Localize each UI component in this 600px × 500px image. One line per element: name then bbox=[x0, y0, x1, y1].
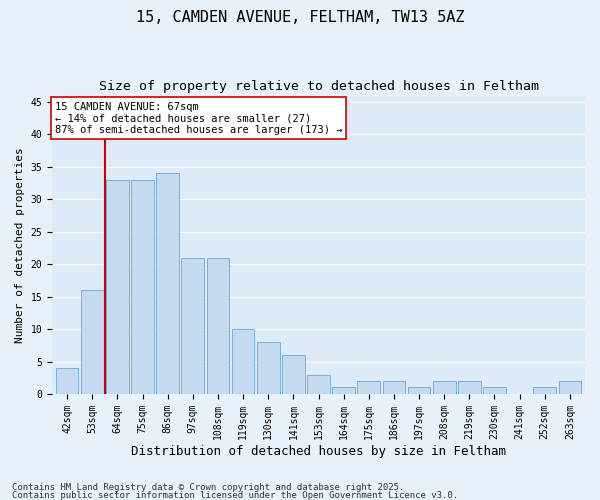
Text: Contains public sector information licensed under the Open Government Licence v3: Contains public sector information licen… bbox=[12, 490, 458, 500]
Bar bbox=[458, 381, 481, 394]
Bar bbox=[206, 258, 229, 394]
Bar bbox=[257, 342, 280, 394]
Bar bbox=[332, 388, 355, 394]
Bar bbox=[307, 374, 330, 394]
Bar bbox=[408, 388, 430, 394]
Bar bbox=[181, 258, 204, 394]
Bar bbox=[483, 388, 506, 394]
Bar bbox=[559, 381, 581, 394]
Bar bbox=[383, 381, 405, 394]
Bar bbox=[131, 180, 154, 394]
Y-axis label: Number of detached properties: Number of detached properties bbox=[15, 147, 25, 342]
Bar bbox=[106, 180, 129, 394]
Title: Size of property relative to detached houses in Feltham: Size of property relative to detached ho… bbox=[98, 80, 539, 93]
Bar bbox=[81, 290, 104, 394]
Bar bbox=[157, 174, 179, 394]
Text: Contains HM Land Registry data © Crown copyright and database right 2025.: Contains HM Land Registry data © Crown c… bbox=[12, 484, 404, 492]
Bar bbox=[232, 329, 254, 394]
Text: 15 CAMDEN AVENUE: 67sqm
← 14% of detached houses are smaller (27)
87% of semi-de: 15 CAMDEN AVENUE: 67sqm ← 14% of detache… bbox=[55, 102, 342, 134]
Bar bbox=[433, 381, 455, 394]
Bar bbox=[358, 381, 380, 394]
Text: 15, CAMDEN AVENUE, FELTHAM, TW13 5AZ: 15, CAMDEN AVENUE, FELTHAM, TW13 5AZ bbox=[136, 10, 464, 25]
Bar bbox=[56, 368, 79, 394]
X-axis label: Distribution of detached houses by size in Feltham: Distribution of detached houses by size … bbox=[131, 444, 506, 458]
Bar bbox=[533, 388, 556, 394]
Bar bbox=[282, 355, 305, 394]
